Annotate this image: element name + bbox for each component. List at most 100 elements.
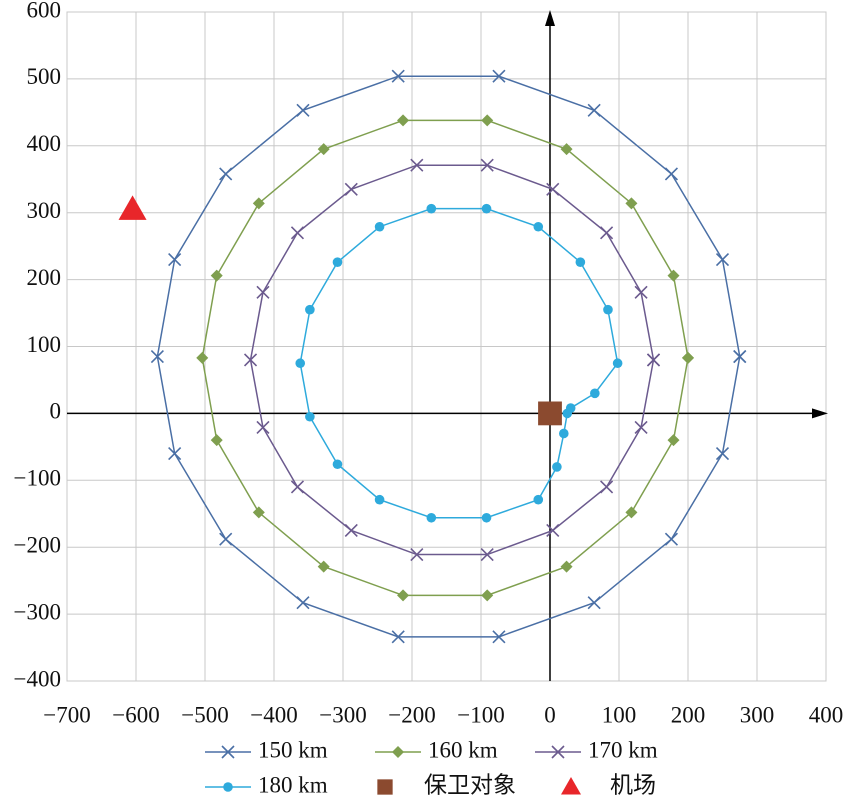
marker (374, 494, 385, 505)
x-tick-label: 200 (671, 702, 706, 727)
marker (290, 226, 305, 240)
marker (168, 446, 182, 461)
marker (332, 459, 343, 470)
marker (682, 351, 694, 364)
marker (575, 257, 586, 268)
y-tick-label: 200 (27, 265, 62, 290)
marker (492, 630, 506, 644)
x-tick-label: −500 (181, 702, 228, 727)
y-tick-label: 0 (50, 399, 62, 424)
marker (587, 103, 601, 117)
x-tick-label: 400 (809, 702, 844, 727)
marker (397, 114, 410, 127)
marker (533, 221, 544, 232)
marker (305, 304, 315, 315)
marker (305, 411, 315, 422)
y-tick-label: −400 (14, 666, 61, 691)
marker (252, 197, 265, 210)
marker (625, 197, 638, 210)
marker (317, 143, 330, 156)
marker (480, 547, 494, 562)
marker (296, 596, 310, 610)
marker (664, 167, 679, 181)
y-tick-label: −300 (14, 599, 61, 624)
legend-label: 180 km (258, 772, 328, 797)
marker (481, 512, 492, 523)
marker (603, 304, 613, 315)
marker (252, 506, 265, 519)
marker (600, 226, 614, 240)
x-axis-arrow (812, 408, 828, 419)
marker (667, 269, 680, 282)
marker (391, 69, 405, 83)
marker (256, 285, 270, 299)
marker (600, 480, 614, 494)
series-line (299, 207, 619, 519)
x-tick-label: −600 (112, 702, 159, 727)
marker (410, 158, 424, 172)
marker (733, 349, 747, 364)
marker (481, 589, 494, 602)
marker (562, 408, 573, 419)
marker (410, 547, 424, 562)
legend-label: 150 km (258, 737, 328, 762)
marker (667, 434, 680, 447)
marker (492, 69, 506, 83)
legend-label: 170 km (588, 737, 658, 762)
marker (150, 349, 164, 364)
marker (481, 203, 492, 214)
marker (560, 560, 573, 573)
marker (219, 532, 233, 546)
marker (634, 285, 648, 299)
series-line (201, 119, 689, 597)
marker (560, 143, 573, 156)
marker (374, 221, 385, 232)
marker (210, 269, 223, 282)
y-tick-label: 500 (27, 64, 62, 89)
marker (344, 182, 358, 196)
marker (559, 428, 569, 439)
legend-marker (223, 782, 233, 792)
legend-marker (377, 779, 393, 795)
marker (587, 596, 601, 610)
x-tick-label: −200 (388, 702, 435, 727)
y-tick-label: 600 (27, 0, 62, 22)
marker (590, 388, 600, 399)
marker (317, 560, 330, 573)
marker (256, 420, 270, 435)
x-tick-label: 100 (602, 702, 637, 727)
marker (552, 462, 562, 472)
y-tick-label: 300 (27, 198, 62, 223)
marker (546, 182, 560, 196)
marker (426, 512, 437, 523)
marker (295, 358, 306, 369)
x-tick-label: −300 (319, 702, 366, 727)
marker (397, 589, 410, 602)
x-tick-label: −100 (457, 702, 504, 727)
marker (538, 401, 562, 426)
x-tick-label: 300 (740, 702, 775, 727)
marker (612, 358, 623, 369)
y-tick-label: 100 (27, 332, 62, 357)
marker (426, 203, 437, 214)
marker (210, 434, 223, 447)
y-axis-arrow (545, 10, 555, 26)
y-tick-label: 400 (27, 131, 62, 156)
series-line (249, 164, 655, 556)
legend-marker (561, 777, 581, 795)
x-tick-label: −700 (43, 702, 90, 727)
legend-label: 保卫对象 (424, 772, 516, 797)
marker (715, 446, 730, 461)
marker (290, 480, 305, 494)
marker (664, 532, 679, 546)
legend-label: 机场 (610, 772, 656, 797)
legend-marker (551, 745, 565, 759)
marker (625, 506, 638, 519)
marker (646, 353, 661, 367)
marker (219, 167, 233, 181)
marker (118, 195, 147, 220)
legend-marker (221, 745, 235, 759)
marker (546, 523, 560, 538)
marker (243, 353, 258, 367)
